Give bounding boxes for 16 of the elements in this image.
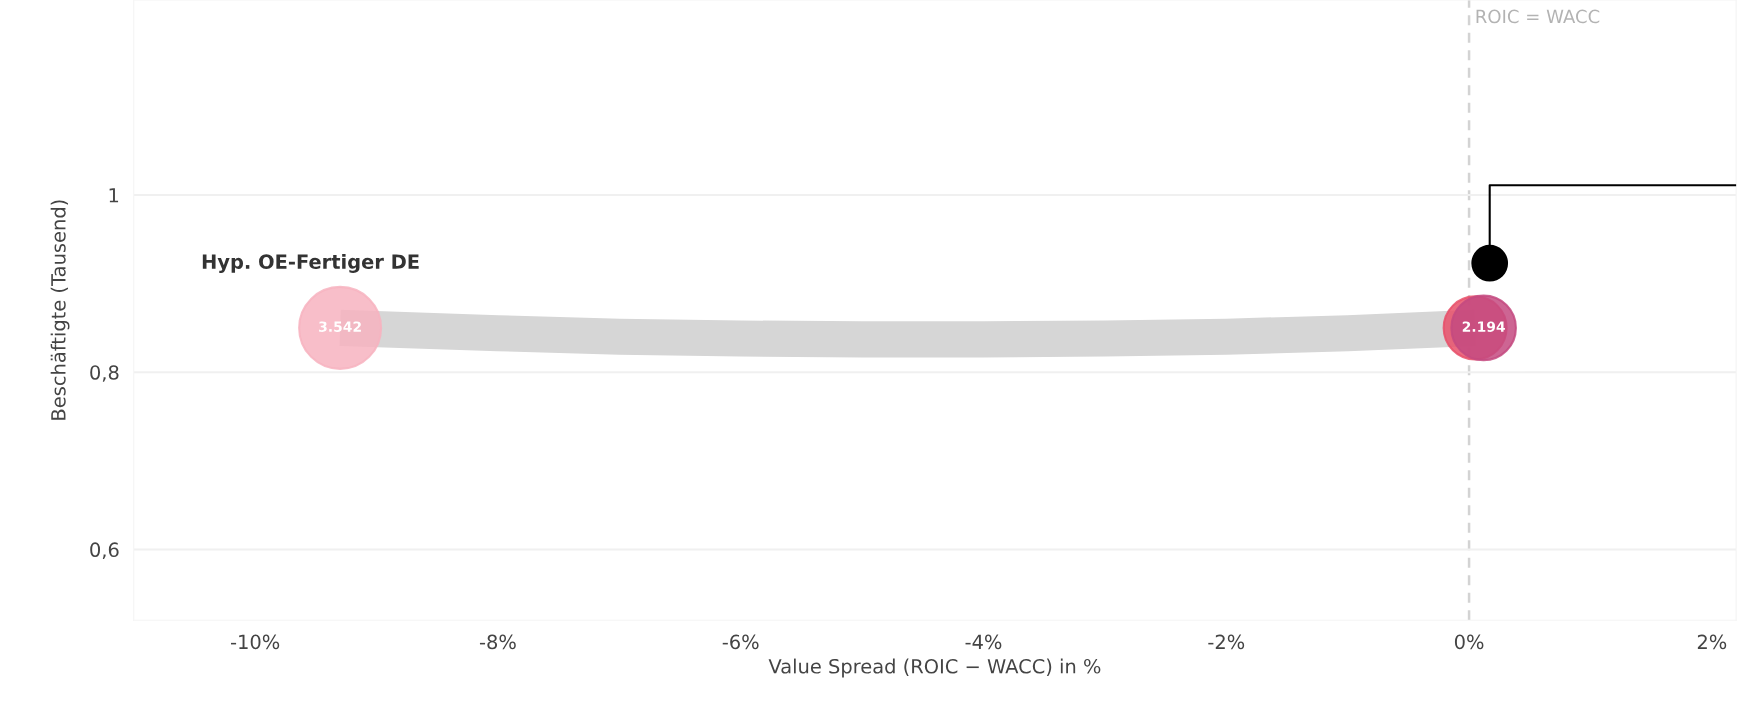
y-tick-label: 0,8 xyxy=(90,365,119,382)
x-tick-label: -2% xyxy=(1208,634,1245,650)
y-axis-title: Beschäftigte (Tausend) xyxy=(50,200,70,420)
x-tick-label: -10% xyxy=(230,634,280,650)
x-tick-label: 0% xyxy=(1454,634,1484,650)
x-tick-label: -4% xyxy=(965,634,1002,650)
ref-line-label: ROIC = WACC xyxy=(1476,9,1600,24)
y-tick-label: 0,6 xyxy=(90,542,119,560)
annotation: Hyp. OE-Fertiger DE xyxy=(202,253,419,273)
annotation: 2.194 xyxy=(1462,321,1505,332)
x-tick-label: 2% xyxy=(1697,634,1727,650)
x-axis-title: Value Spread (ROIC − WACC) in % xyxy=(768,658,1101,678)
x-tick-label: -8% xyxy=(479,634,516,650)
annotation: 3.542 xyxy=(319,321,361,332)
y-tick-label: 1 xyxy=(109,188,119,203)
x-tick-label: -6% xyxy=(722,634,759,650)
